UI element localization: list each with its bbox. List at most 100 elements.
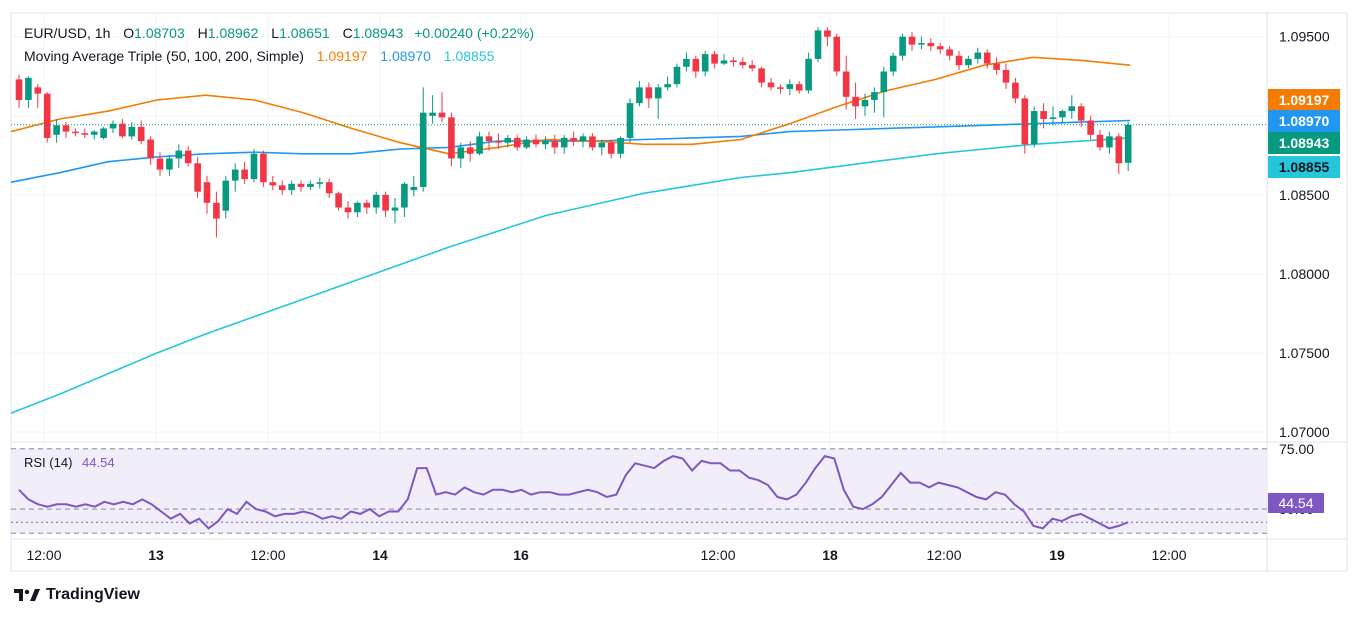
candle [861, 93, 869, 116]
close-value: 1.08943 [353, 25, 404, 41]
candle-body [673, 66, 681, 85]
candle-body [1096, 134, 1104, 148]
candle-body [748, 65, 756, 69]
candle-body [758, 68, 765, 83]
candle-body [260, 153, 267, 183]
candle [946, 46, 953, 61]
candle [1002, 63, 1010, 89]
candle-body [993, 63, 1000, 70]
time-tick-label: 16 [513, 547, 529, 563]
candle [363, 199, 371, 214]
tradingview-wordmark: TradingView [46, 586, 140, 603]
candle [53, 118, 60, 143]
ma200-price-tag: 1.08855 [1268, 156, 1340, 178]
candle-body [90, 131, 98, 135]
candle-body [175, 150, 183, 159]
candle-body [166, 158, 173, 170]
open-value: 1.08703 [134, 25, 185, 41]
candle [654, 84, 662, 119]
candle [307, 180, 314, 191]
candle-body [908, 36, 916, 45]
candle [983, 49, 991, 69]
candle [1115, 133, 1123, 175]
candle-body [504, 137, 512, 143]
candle [325, 179, 333, 199]
candle-body [119, 123, 126, 137]
candle-body [1040, 111, 1047, 119]
rsi-tick-label: 75.00 [1279, 441, 1314, 457]
svg-text:1.08970: 1.08970 [1279, 113, 1330, 129]
candle-body [269, 182, 277, 186]
candle-body [72, 131, 79, 134]
candle [918, 36, 925, 50]
candle [1124, 121, 1132, 171]
candle [974, 47, 982, 64]
candle [899, 33, 906, 61]
candle [1068, 95, 1076, 119]
candle [372, 191, 380, 214]
candle [598, 139, 606, 156]
candle [607, 139, 615, 159]
candle [786, 79, 794, 96]
candle-body [598, 142, 606, 148]
ma-indicator-title: Moving Average Triple (50, 100, 200, Sim… [24, 48, 304, 64]
candle [410, 175, 418, 197]
candle-body [344, 207, 352, 213]
candle [156, 152, 164, 176]
candle-body [936, 46, 944, 50]
time-tick-label: 14 [372, 547, 388, 563]
candle [466, 141, 474, 162]
candle-body [137, 126, 145, 142]
candle [213, 191, 220, 238]
candle-body [1068, 106, 1076, 112]
candle [1049, 106, 1057, 126]
candle-body [288, 183, 295, 191]
candle [269, 175, 277, 191]
candle [993, 57, 1000, 75]
candle-body [918, 43, 925, 45]
candle [523, 136, 530, 150]
candle [589, 133, 596, 151]
candle [1040, 103, 1047, 129]
candle-body [1124, 124, 1132, 163]
candle [720, 54, 728, 66]
candle [513, 134, 521, 151]
rsi-line [18, 454, 1129, 530]
candle-body [965, 58, 972, 66]
candle-body [889, 55, 897, 72]
candle-body [194, 163, 201, 192]
candle-body [1077, 106, 1085, 121]
price-tick-label: 1.08500 [1279, 187, 1330, 203]
candle [448, 112, 455, 167]
candle [419, 87, 427, 192]
candle-body [15, 79, 23, 100]
candle [438, 92, 446, 123]
candle [90, 130, 98, 140]
rsi-label: RSI (14) [24, 455, 72, 470]
ma200-value: 1.08855 [444, 48, 495, 64]
candle-body [429, 112, 436, 116]
candle [692, 55, 700, 78]
time-tick-label: 12:00 [26, 547, 61, 563]
candle-body [147, 139, 154, 159]
candle [748, 60, 756, 72]
ma100-price-tag: 1.08970 [1268, 110, 1340, 132]
open-label: O [123, 25, 134, 41]
candle-body [100, 128, 107, 138]
candle [43, 92, 51, 143]
candle [664, 76, 671, 91]
candle-body [852, 96, 859, 107]
candle [1012, 77, 1019, 104]
candle-body [570, 137, 577, 142]
candle [15, 74, 23, 108]
candle-body [833, 36, 841, 72]
candle-body [946, 49, 953, 56]
candle-body [692, 58, 700, 72]
candle [777, 84, 784, 94]
candle-body [974, 52, 982, 59]
candle [25, 76, 32, 108]
candle-body [1059, 111, 1066, 118]
price-tick-label: 1.07000 [1279, 424, 1330, 440]
candle [852, 82, 859, 119]
candle-body [1012, 82, 1019, 99]
